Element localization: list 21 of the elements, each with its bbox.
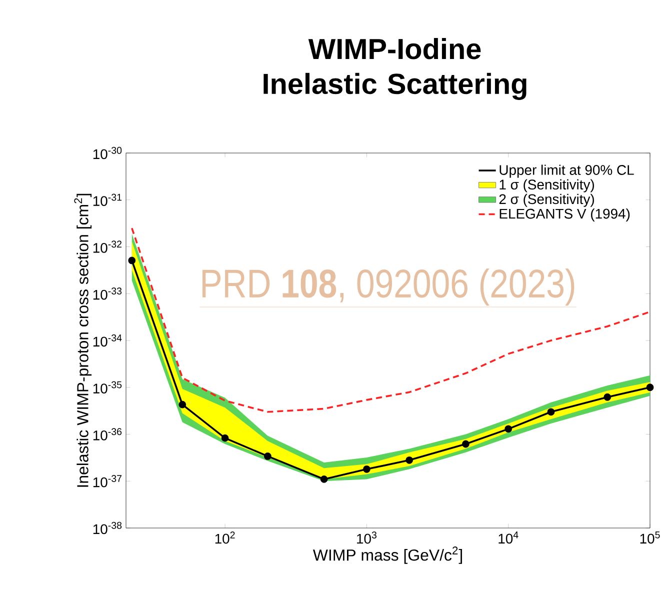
x-tick-label: 10$^{5}$ [640,532,660,544]
annotation: PRD 108, 092006 (2023) [202,268,574,306]
y-tick-label: 10$^{-31}$ [93,194,122,206]
x-tick-label: 10$^{3}$ [357,532,376,544]
legend-label: Upper limit at 90% CL [500,164,634,178]
y-tick-label: 10$^{-35}$ [93,381,122,394]
x-axis-title: WIMP mass [GeV/c$^{2}$] [312,546,462,564]
chart-title: WIMP-Iodine Inelastic Scattering [264,38,526,100]
y-tick-label: 10$^{-38}$ [93,522,122,534]
legend-label: ELEGANTS V (1994) [500,208,630,222]
legend-label: 2 σ (Sensitivity) [499,194,594,207]
x-tick-label: 10$^{2}$ [215,532,235,544]
y-tick-label: 10$^{-30}$ [93,146,122,160]
legend-label: 1 σ (Sensitivity) [500,179,594,192]
y-tick-label: 10$^{-34}$ [93,334,122,347]
x-tick-label: 10$^{4}$ [498,532,518,544]
y-tick-label: 10$^{-33}$ [93,288,122,300]
y-axis-title: Inelastic WIMP-proton cross section [cm$^{2}$] [74,194,92,487]
y-tick-label: 10$^{-32}$ [93,240,122,253]
y-tick-label: 10$^{-37}$ [93,475,122,488]
y-tick-label: 10$^{-36}$ [93,428,122,440]
